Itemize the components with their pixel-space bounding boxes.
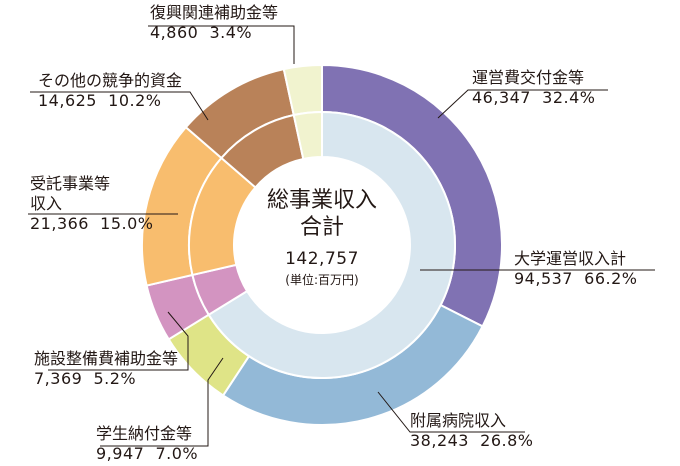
label-sonota-name: その他の競争的資金 bbox=[38, 71, 183, 90]
outer-ring bbox=[141, 63, 503, 426]
center-disc bbox=[235, 158, 409, 332]
center-total: 142,757 bbox=[285, 249, 359, 269]
label-fukkou-name: 復興関連補助金等 bbox=[150, 3, 279, 22]
label-sonota: その他の競争的資金 14,625 10.2% bbox=[38, 71, 182, 111]
leader-unei bbox=[437, 89, 608, 119]
label-jutaku-amount: 21,366 bbox=[30, 214, 89, 233]
inner-ring bbox=[188, 110, 456, 379]
label-unei-value: 46,347 32.4% bbox=[472, 88, 595, 108]
label-jutaku-percent: 15.0% bbox=[100, 214, 154, 233]
inner-slice-0 bbox=[207, 110, 456, 379]
label-fukkou-value: 4,860 3.4% bbox=[150, 23, 278, 43]
label-daigaku-value: 94,537 66.2% bbox=[514, 269, 637, 289]
leader-lines bbox=[28, 25, 655, 447]
label-daigaku-percent: 66.2% bbox=[584, 269, 638, 288]
label-unei: 運営費交付金等 46,347 32.4% bbox=[472, 68, 595, 108]
label-shisetsu-percent: 5.2% bbox=[93, 369, 137, 388]
label-byouin-value: 38,243 26.8% bbox=[410, 431, 533, 451]
label-fukkou-amount: 4,860 bbox=[150, 23, 199, 42]
label-jutaku-name-line1: 受託事業等 bbox=[30, 174, 111, 193]
center-title-line2: 合計 bbox=[299, 215, 344, 240]
leader-fukkou bbox=[148, 25, 295, 64]
label-byouin-percent: 26.8% bbox=[480, 431, 534, 450]
label-unei-amount: 46,347 bbox=[472, 88, 531, 107]
inner-slice-4 bbox=[292, 110, 323, 161]
label-daigaku-amount: 94,537 bbox=[514, 269, 573, 288]
center-title-line1: 総事業収入 bbox=[266, 188, 377, 213]
label-fukkou: 復興関連補助金等 4,860 3.4% bbox=[150, 3, 278, 43]
label-shisetsu-value: 7,369 5.2% bbox=[34, 369, 178, 389]
label-sonota-amount: 14,625 bbox=[38, 91, 97, 110]
label-byouin-name: 附属病院収入 bbox=[410, 411, 507, 430]
label-shisetsu: 施設整備費補助金等 7,369 5.2% bbox=[34, 349, 178, 389]
label-shisetsu-name: 施設整備費補助金等 bbox=[34, 349, 179, 368]
label-gakusei-amount: 9,947 bbox=[96, 444, 145, 463]
label-jutaku-name-line2: 収入 bbox=[30, 194, 63, 213]
label-unei-name: 運営費交付金等 bbox=[472, 68, 585, 87]
label-jutaku: 受託事業等 収入 21,366 15.0% bbox=[30, 174, 153, 234]
label-shisetsu-amount: 7,369 bbox=[34, 369, 83, 388]
label-gakusei: 学生納付金等 9,947 7.0% bbox=[96, 424, 198, 464]
label-jutaku-value: 21,366 15.0% bbox=[30, 214, 153, 234]
label-fukkou-percent: 3.4% bbox=[209, 23, 253, 42]
label-unei-percent: 32.4% bbox=[542, 88, 596, 107]
label-sonota-value: 14,625 10.2% bbox=[38, 91, 182, 111]
label-gakusei-percent: 7.0% bbox=[155, 444, 199, 463]
leader-shisetsu bbox=[48, 311, 189, 371]
leader-byouin bbox=[377, 391, 525, 433]
label-daigaku: 大学運営収入計 94,537 66.2% bbox=[514, 249, 637, 289]
leader-gakusei bbox=[100, 357, 224, 447]
label-byouin-amount: 38,243 bbox=[410, 431, 469, 450]
label-gakusei-value: 9,947 7.0% bbox=[96, 444, 198, 464]
label-sonota-percent: 10.2% bbox=[108, 91, 162, 110]
label-daigaku-name: 大学運営収入計 bbox=[514, 249, 627, 268]
leader-sonota bbox=[30, 91, 209, 121]
label-gakusei-name: 学生納付金等 bbox=[96, 424, 193, 443]
center-unit: (単位:百万円) bbox=[285, 273, 359, 287]
label-byouin: 附属病院収入 38,243 26.8% bbox=[410, 411, 533, 451]
